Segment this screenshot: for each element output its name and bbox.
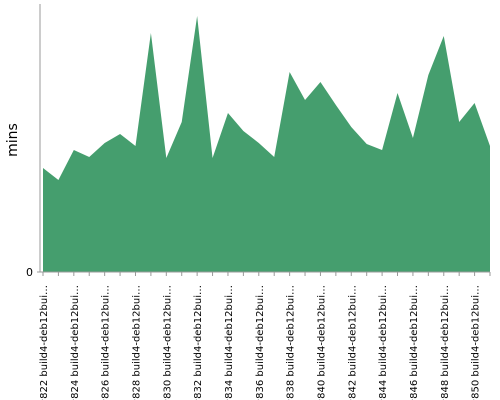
x-tick-label: #824 build4-deb12bui…	[70, 285, 81, 400]
y-tick-label: 0	[26, 266, 33, 279]
y-axis-label: mins	[5, 123, 21, 157]
x-tick-label: #834 build4-deb12bui…	[224, 285, 235, 400]
x-tick-label: #836 build4-deb12bui…	[255, 285, 266, 400]
x-tick-label: #838 build4-deb12bui…	[286, 285, 297, 400]
x-tick-label: #850 build4-deb12bui…	[471, 285, 482, 400]
x-tick-label: #832 build4-deb12bui…	[193, 285, 204, 400]
x-tick-label: #826 build4-deb12bui…	[101, 285, 112, 400]
x-tick-label: #830 build4-deb12bui…	[162, 285, 173, 400]
x-tick-label: #828 build4-deb12bui…	[131, 285, 142, 400]
x-tick-label: #842 build4-deb12bui…	[347, 285, 358, 400]
area	[43, 16, 490, 272]
x-tick-label: #840 build4-deb12bui…	[316, 285, 327, 400]
x-tick-label: #846 build4-deb12bui…	[409, 285, 420, 400]
x-tick-label: #848 build4-deb12bui…	[440, 285, 451, 400]
x-tick-label: #844 build4-deb12bui…	[378, 285, 389, 400]
x-tick-label: #822 build4-deb12bui…	[39, 285, 50, 400]
